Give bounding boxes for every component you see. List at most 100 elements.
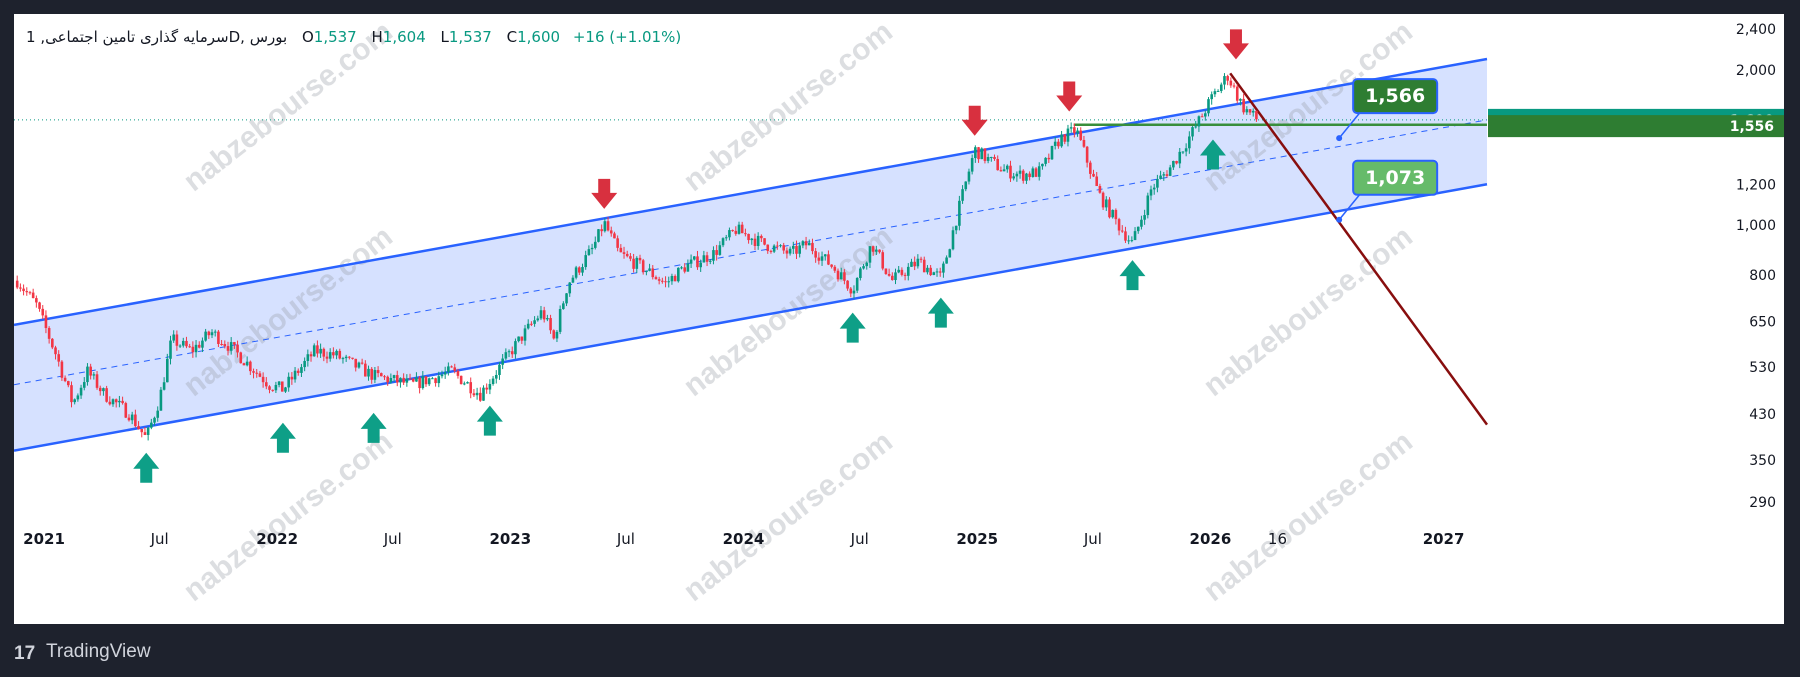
candle-body — [657, 279, 661, 281]
candle-body — [964, 181, 968, 190]
candle-body — [210, 332, 214, 336]
price-axis-label: 2,000 — [1736, 63, 1776, 79]
candle-body — [166, 358, 169, 383]
candle-body — [1025, 173, 1028, 181]
candle-body — [814, 251, 817, 258]
candle-body — [1104, 199, 1108, 208]
candle-body — [1207, 99, 1210, 114]
candle-body — [181, 340, 185, 346]
candle-body — [447, 366, 450, 373]
candle-body — [28, 292, 32, 294]
candle-body — [316, 345, 319, 354]
candle-body — [862, 266, 865, 269]
candle-body — [1018, 170, 1022, 174]
candle-body — [990, 156, 993, 158]
candle-body — [887, 273, 891, 276]
candle-body — [721, 238, 725, 246]
candle-body — [140, 428, 144, 433]
candle-body — [73, 399, 76, 403]
candle-body — [718, 245, 722, 255]
candle-body — [431, 378, 434, 380]
candle-body — [523, 328, 527, 341]
tradingview-branding[interactable]: 17 TradingView — [14, 636, 151, 668]
candle-body — [1181, 151, 1185, 153]
candle-body — [274, 384, 278, 391]
candle-body — [830, 264, 833, 267]
candle-body — [705, 255, 709, 262]
candle-body — [60, 361, 64, 378]
badge-pointer — [1338, 110, 1362, 139]
candle-body — [169, 340, 172, 359]
tradingview-logo-text: 17 — [14, 643, 35, 661]
candle-body — [201, 340, 204, 348]
candle-body — [376, 370, 380, 374]
candle-body — [702, 255, 706, 263]
candle-body — [1232, 85, 1236, 87]
badge-pointer — [1338, 192, 1362, 221]
candle-body — [769, 250, 773, 252]
candle-body — [578, 267, 581, 273]
candle-body — [878, 249, 881, 253]
candle-body — [619, 247, 623, 253]
candle-body — [79, 387, 83, 396]
candle-body — [683, 267, 687, 272]
candle-body — [839, 272, 843, 280]
time-axis-label: 2024 — [723, 530, 765, 548]
candle-body — [1015, 173, 1019, 177]
candle-body — [402, 377, 405, 383]
candle-body — [348, 356, 351, 358]
candle-body — [1002, 169, 1006, 172]
candle-body — [926, 267, 929, 273]
candle-body — [1057, 141, 1060, 147]
candle-body — [958, 200, 961, 226]
candle-body — [1223, 76, 1226, 85]
candle-body — [1066, 128, 1070, 142]
candle-body — [1245, 109, 1249, 113]
candle-body — [1111, 209, 1114, 218]
candle-body — [855, 277, 859, 291]
candle-body — [667, 281, 671, 283]
candle-body — [370, 368, 374, 380]
candle-body — [469, 382, 473, 394]
candle-body — [89, 366, 92, 376]
candle-body — [568, 282, 572, 294]
candle-body — [756, 235, 760, 246]
candle-body — [961, 189, 964, 201]
candle-body — [35, 298, 38, 303]
chart-canvas[interactable]: nabzebourse.com nabzebourse.com nabzebours… — [14, 14, 1784, 624]
candle-body — [766, 244, 770, 251]
candle-body — [1184, 148, 1188, 152]
candle-body — [1235, 86, 1239, 101]
candle-body — [1162, 174, 1166, 176]
candle-body — [443, 372, 447, 375]
candle-body — [252, 371, 255, 373]
candle-body — [249, 361, 252, 372]
candle-body — [686, 263, 690, 272]
price-badge — [1352, 78, 1439, 115]
candle-body — [1073, 127, 1076, 134]
candle-body — [475, 392, 479, 396]
candle-body — [734, 230, 738, 234]
time-axis-label: 2027 — [1423, 530, 1465, 548]
candle-body — [632, 258, 635, 269]
tradingview-wordmark: TradingView — [46, 641, 151, 662]
candle-body — [661, 280, 664, 282]
down-arrow-icon — [591, 178, 618, 209]
candle-body — [648, 268, 651, 271]
candle-body — [772, 245, 776, 252]
chart-panel[interactable]: nabzebourse.com nabzebourse.com nabzebours… — [14, 14, 1784, 624]
low-label: L — [440, 28, 449, 46]
candle-body — [680, 267, 683, 269]
candle-body — [1005, 165, 1009, 170]
candle-body — [974, 147, 977, 159]
channel-upper-line — [14, 57, 1488, 327]
up-arrow-icon — [360, 412, 387, 443]
candle-body — [386, 376, 389, 383]
candle-body — [213, 331, 217, 333]
candle-body — [715, 250, 718, 255]
candle-body — [922, 259, 926, 273]
symbol-name[interactable]: سرمایه گذاری تامین اجتماعی, 1D, بورس — [26, 28, 288, 46]
candle-body — [731, 230, 734, 232]
candle-body — [485, 387, 488, 390]
candle-body — [776, 245, 779, 247]
